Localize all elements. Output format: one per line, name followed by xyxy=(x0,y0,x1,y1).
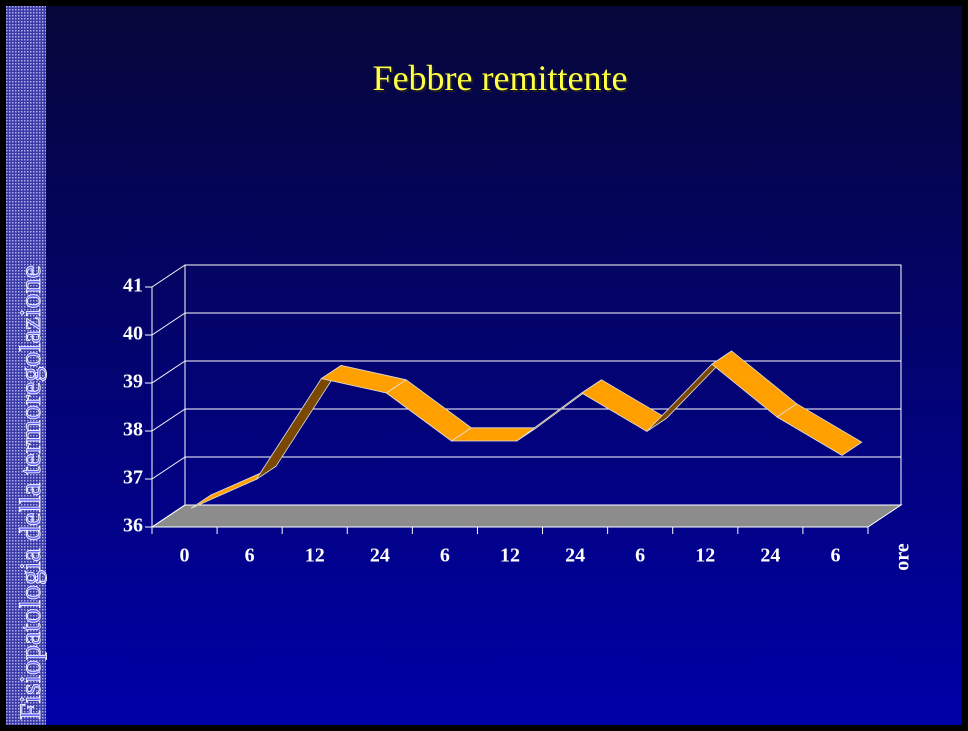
sidebar-band xyxy=(6,6,46,725)
x-tick-label: 24 xyxy=(370,545,390,567)
y-tick-label: 38 xyxy=(123,419,143,441)
y-tick-label: 36 xyxy=(123,515,143,537)
depth-tick xyxy=(151,456,186,480)
depth-tick xyxy=(151,504,186,528)
depth-tick xyxy=(151,264,186,288)
x-tick-label: 24 xyxy=(565,545,585,567)
ribbon-segment xyxy=(776,403,863,456)
y-tick-label: 39 xyxy=(123,371,143,393)
x-tick-label: 12 xyxy=(305,545,325,567)
y-tick-label: 37 xyxy=(123,467,143,489)
x-tick-label: 0 xyxy=(180,545,190,567)
x-tick-label: 6 xyxy=(830,545,840,567)
background xyxy=(6,6,962,725)
depth-tick xyxy=(151,408,186,432)
x-tick-label: 6 xyxy=(245,545,255,567)
chart-title: Febbre remittente xyxy=(373,58,628,98)
title-shadow: Febbre remittente xyxy=(375,60,630,100)
x-tick-label: 6 xyxy=(440,545,450,567)
x-tick-label: 12 xyxy=(500,545,520,567)
floor xyxy=(150,504,903,528)
depth-tick xyxy=(151,312,186,336)
x-axis-label: ore xyxy=(892,543,914,571)
y-tick-label: 40 xyxy=(123,323,143,345)
x-tick-label: 6 xyxy=(635,545,645,567)
depth-tick xyxy=(151,360,186,384)
x-tick-label: 24 xyxy=(760,545,780,567)
sidebar-text: Fisiopatologia della termoregolazione xyxy=(14,265,47,720)
x-tick-label: 12 xyxy=(695,545,715,567)
y-tick-label: 41 xyxy=(123,275,143,297)
